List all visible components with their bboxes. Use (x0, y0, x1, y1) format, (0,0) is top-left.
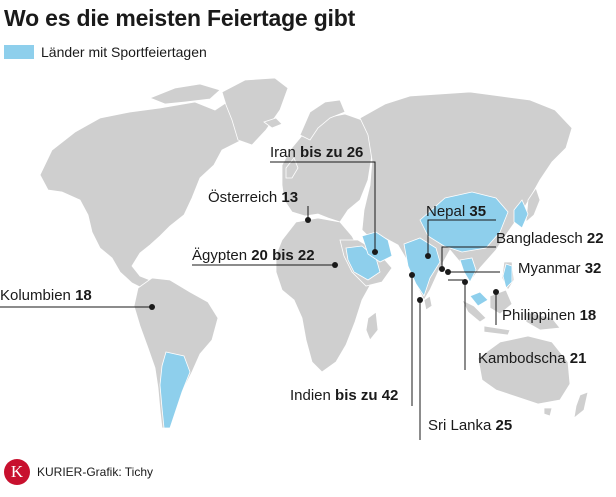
iran-shape (361, 231, 393, 263)
korea-japan (513, 199, 529, 229)
label-kolumbien: Kolumbien 18 (0, 287, 92, 304)
label-bangladesch: Bangladesch 22 (496, 230, 604, 247)
leader-bangladesch (441, 246, 496, 268)
markers (149, 217, 499, 310)
marker-indien (409, 272, 415, 278)
marker-bangladesch (439, 266, 445, 272)
arctic-islands (148, 83, 221, 105)
marker-nepal (425, 253, 431, 259)
credit: KURIER-Grafik: Tichy (37, 465, 154, 479)
label-myanmar: Myanmar 32 (518, 260, 601, 277)
malaysia (469, 291, 489, 307)
africa (275, 217, 379, 373)
new-guinea (525, 311, 561, 331)
leader-lines (0, 161, 500, 440)
legend: Länder mit Sportfeiertagen (4, 44, 207, 60)
page-title: Wo es die meisten Feiertage gibt (4, 5, 356, 31)
kurier-logo: K (4, 459, 30, 485)
tasmania (543, 407, 553, 417)
label-srilanka: Sri Lanka 25 (428, 417, 512, 434)
greenland (221, 77, 289, 146)
india (403, 237, 441, 297)
sri-lanka-island (423, 295, 433, 311)
marker-myanmar (445, 269, 451, 275)
label-indien: Indien bis zu 42 (290, 387, 398, 404)
footer: K KURIER-Grafik: Tichy (4, 459, 153, 485)
label-oesterreich: Österreich 13 (208, 188, 298, 206)
iceland (263, 117, 283, 129)
marker-iran (372, 249, 378, 255)
north-america (39, 94, 273, 291)
philippines (502, 263, 513, 289)
sport-holiday-countries (159, 191, 529, 429)
madagascar (365, 311, 379, 341)
marker-philippinen (493, 289, 499, 295)
argentina (159, 351, 191, 429)
legend-label: Länder mit Sportfeiertagen (41, 44, 207, 60)
leader-nepal (427, 219, 496, 255)
new-zealand (573, 391, 589, 419)
british-isles (285, 157, 299, 179)
mainland-southeast-asia (459, 257, 477, 283)
label-philippinen: Philippinen 18 (502, 307, 596, 324)
marker-aegypten (332, 262, 338, 268)
sumatra (461, 299, 487, 323)
legend-swatch (4, 45, 34, 59)
scandinavia (299, 99, 346, 141)
marker-oesterreich (305, 217, 311, 223)
china (419, 191, 509, 253)
label-iran: Iran bis zu 26 (270, 144, 363, 161)
java (483, 325, 511, 336)
label-aegypten: Ägypten 20 bis 22 (192, 247, 315, 264)
label-nepal: Nepal 35 (426, 203, 486, 220)
marker-srilanka (417, 297, 423, 303)
marker-kolumbien (149, 304, 155, 310)
leader-iran (270, 161, 376, 252)
australia (477, 335, 571, 405)
label-kambodscha: Kambodscha 21 (478, 350, 586, 367)
leader-kambodscha (448, 279, 466, 370)
marker-kambodscha (462, 279, 468, 285)
